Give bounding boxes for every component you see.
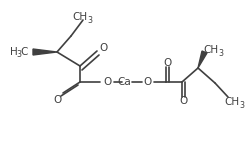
Text: C: C [20,47,28,57]
Text: O: O [99,43,107,53]
Text: 3: 3 [88,15,93,24]
Text: O: O [163,58,171,68]
Text: Ca: Ca [117,77,131,87]
Polygon shape [198,51,207,68]
Text: CH: CH [72,12,88,22]
Text: CH: CH [224,97,240,107]
Text: O: O [53,95,61,105]
Text: O: O [103,77,111,87]
Polygon shape [33,49,57,55]
Text: 3: 3 [240,101,245,110]
Text: O: O [179,96,187,106]
Text: H: H [10,47,18,57]
Text: 3: 3 [17,50,22,59]
Text: CH: CH [203,45,218,55]
Text: 3: 3 [218,49,223,58]
Text: O: O [144,77,152,87]
